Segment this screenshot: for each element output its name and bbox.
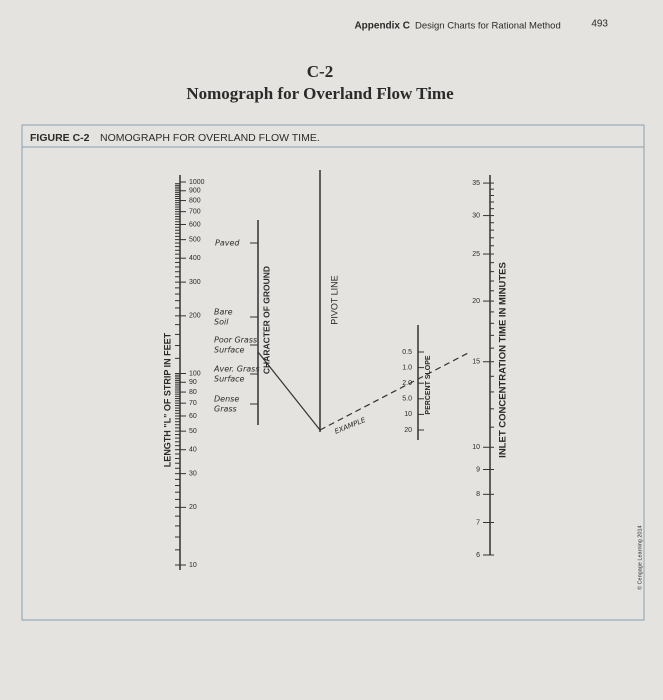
time-tick-label: 8 — [476, 491, 480, 498]
ground-label: Bare — [214, 308, 233, 317]
length-tick-label: 800 — [189, 197, 201, 204]
time-tick-label: 6 — [476, 552, 480, 559]
slope-tick-label: 1.0 — [402, 364, 412, 371]
time-tick-label: 9 — [476, 466, 480, 473]
scale-label: PIVOT LINE — [329, 275, 339, 324]
slope-tick-label: 10 — [404, 411, 412, 418]
time-tick-label: 35 — [472, 180, 480, 187]
ground-label: Dense — [214, 395, 239, 404]
figure-label: FIGURE C-2 — [30, 132, 90, 144]
length-tick-label: 70 — [189, 400, 197, 407]
figure-title: Nomograph for Overland Flow Time — [186, 84, 454, 103]
figure-number: C-2 — [307, 62, 333, 81]
time-tick-label: 10 — [472, 444, 480, 451]
slope-tick-label: 0.5 — [402, 349, 412, 356]
slope-tick-label: 5.0 — [402, 396, 412, 403]
length-tick-label: 1000 — [189, 179, 205, 186]
page-number: 493 — [591, 19, 608, 30]
length-tick-label: 400 — [189, 255, 201, 262]
section: Design Charts for Rational Method — [415, 21, 561, 32]
ground-label: Surface — [214, 346, 245, 355]
figure-frame — [21, 124, 645, 621]
time-tick-label: 7 — [476, 519, 480, 526]
length-tick-label: 200 — [189, 313, 201, 320]
example-line-dashed — [319, 351, 471, 431]
appendix: Appendix C — [354, 21, 410, 32]
ground-label: Aver. Grass — [213, 365, 260, 374]
scale-label: INLET CONCENTRATION TIME IN MINUTES — [498, 262, 509, 458]
nomograph — [179, 170, 491, 570]
time-tick-label: 25 — [472, 251, 480, 258]
length-tick-label: 50 — [189, 428, 197, 435]
time-tick-label: 30 — [472, 212, 480, 219]
time-tick-label: 15 — [472, 359, 480, 366]
length-tick-label: 500 — [189, 236, 201, 243]
slope-tick-label: 2.0 — [402, 380, 412, 387]
length-tick-label: 90 — [189, 379, 197, 386]
ground-label: Grass — [214, 405, 237, 414]
ground-label: Soil — [214, 318, 229, 327]
ground-label: Paved — [215, 239, 240, 248]
scale-label: PERCENT SLOPE — [425, 355, 432, 414]
figure-caption: NOMOGRAPH FOR OVERLAND FLOW TIME. — [100, 132, 320, 144]
length-tick-label: 600 — [189, 221, 201, 228]
length-tick-label: 10 — [189, 562, 197, 569]
length-tick-label: 100 — [189, 370, 201, 377]
length-tick-label: 300 — [189, 279, 201, 286]
example-line — [257, 351, 321, 431]
ground-label: Surface — [214, 375, 245, 384]
length-tick-label: 700 — [189, 209, 201, 216]
length-tick-label: 80 — [189, 389, 197, 396]
scale-label: CHARACTER OF GROUND — [261, 266, 271, 374]
ground-label: Poor Grass — [214, 336, 257, 345]
slope-tick-label: 20 — [404, 427, 412, 434]
length-tick-label: 40 — [189, 447, 197, 454]
time-tick-label: 20 — [472, 298, 480, 305]
copyright: © Cengage Learning 2014 — [636, 525, 643, 590]
length-tick-label: 900 — [189, 188, 201, 195]
length-tick-label: 30 — [189, 470, 197, 477]
scale-label: LENGTH "L" OF STRIP IN FEET — [162, 332, 172, 467]
length-tick-label: 20 — [189, 504, 197, 511]
length-tick-label: 60 — [189, 413, 197, 420]
